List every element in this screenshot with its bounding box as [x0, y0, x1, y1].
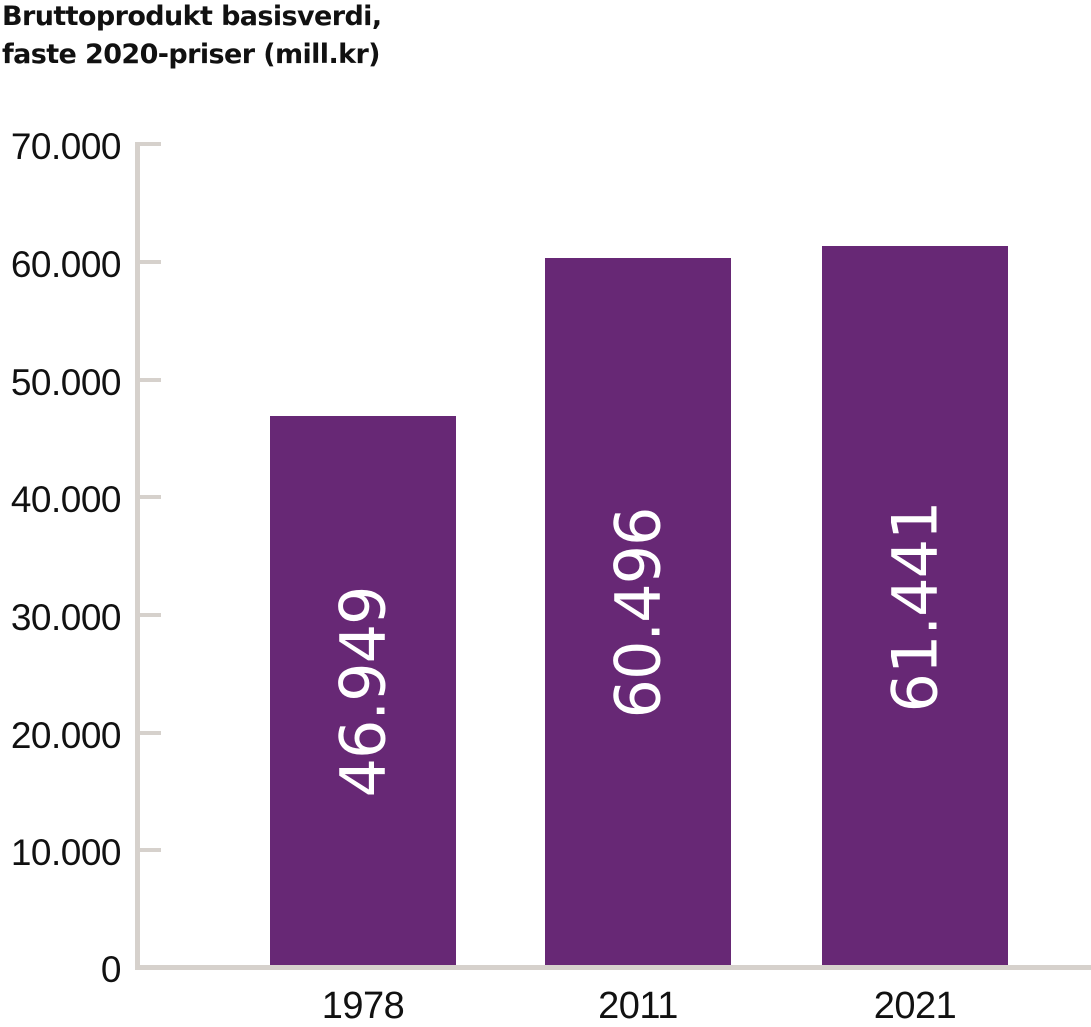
- y-tick-10000: [137, 848, 161, 852]
- bar-1978: 46.949: [270, 416, 456, 967]
- y-tick-60000: [137, 260, 161, 264]
- y-tick-70000: [137, 142, 161, 146]
- y-tick-label: 30.000: [10, 597, 122, 638]
- bar-value-label: 46.949: [326, 586, 400, 797]
- chart-title: Bruttoprodukt basisverdi, faste 2020-pri…: [2, 0, 382, 74]
- y-tick-label: 0: [100, 949, 122, 990]
- y-tick-50000: [137, 378, 161, 382]
- y-tick-30000: [137, 613, 161, 617]
- y-tick-label: 60.000: [10, 244, 122, 285]
- x-category-label: 2011: [598, 985, 678, 1027]
- x-category-label: 2021: [873, 985, 957, 1027]
- x-category-label: 1978: [321, 985, 405, 1027]
- chart-title-line-2: faste 2020-priser (mill.kr): [2, 39, 381, 70]
- bar-value-label: 60.496: [601, 507, 675, 718]
- y-tick-40000: [137, 495, 161, 499]
- chart-title-line-1: Bruttoprodukt basisverdi,: [2, 1, 382, 32]
- y-tick-label: 70.000: [10, 126, 122, 167]
- bar-value-label: 61.441: [878, 501, 952, 712]
- y-tick-20000: [137, 731, 161, 735]
- bar-2011: 60.496: [545, 258, 731, 967]
- y-tick-label: 20.000: [10, 715, 122, 756]
- y-tick-label: 10.000: [10, 832, 122, 873]
- y-tick-label: 50.000: [10, 362, 122, 403]
- x-axis-line: [135, 965, 1091, 970]
- y-tick-label: 40.000: [10, 479, 122, 520]
- y-axis-line: [135, 142, 140, 970]
- bar-2021: 61.441: [822, 246, 1008, 967]
